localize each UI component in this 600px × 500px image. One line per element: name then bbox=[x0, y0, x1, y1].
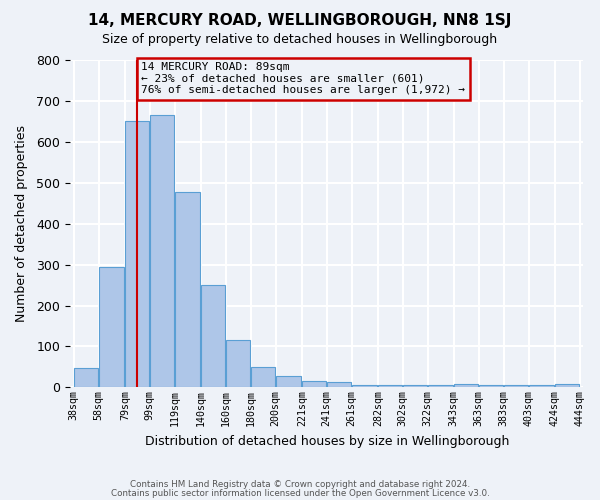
Bar bbox=[74, 368, 98, 388]
Bar bbox=[226, 340, 250, 388]
X-axis label: Distribution of detached houses by size in Wellingborough: Distribution of detached houses by size … bbox=[145, 434, 509, 448]
Y-axis label: Number of detached properties: Number of detached properties bbox=[15, 125, 28, 322]
Bar bbox=[125, 122, 149, 388]
Bar bbox=[251, 368, 275, 388]
Bar bbox=[454, 384, 478, 388]
Bar bbox=[428, 386, 454, 388]
Text: Size of property relative to detached houses in Wellingborough: Size of property relative to detached ho… bbox=[103, 32, 497, 46]
Bar bbox=[352, 385, 377, 388]
Text: Contains public sector information licensed under the Open Government Licence v3: Contains public sector information licen… bbox=[110, 489, 490, 498]
Text: 14, MERCURY ROAD, WELLINGBOROUGH, NN8 1SJ: 14, MERCURY ROAD, WELLINGBOROUGH, NN8 1S… bbox=[88, 12, 512, 28]
Bar bbox=[99, 267, 124, 388]
Bar bbox=[529, 386, 554, 388]
Text: Contains HM Land Registry data © Crown copyright and database right 2024.: Contains HM Land Registry data © Crown c… bbox=[130, 480, 470, 489]
Bar bbox=[276, 376, 301, 388]
Bar bbox=[302, 381, 326, 388]
Bar bbox=[378, 386, 403, 388]
Bar bbox=[201, 284, 226, 388]
Bar bbox=[504, 386, 528, 388]
Bar bbox=[479, 386, 503, 388]
Bar bbox=[150, 115, 175, 388]
Text: 14 MERCURY ROAD: 89sqm
← 23% of detached houses are smaller (601)
76% of semi-de: 14 MERCURY ROAD: 89sqm ← 23% of detached… bbox=[141, 62, 465, 95]
Bar bbox=[327, 382, 351, 388]
Bar bbox=[175, 192, 200, 388]
Bar bbox=[555, 384, 579, 388]
Bar bbox=[403, 386, 427, 388]
